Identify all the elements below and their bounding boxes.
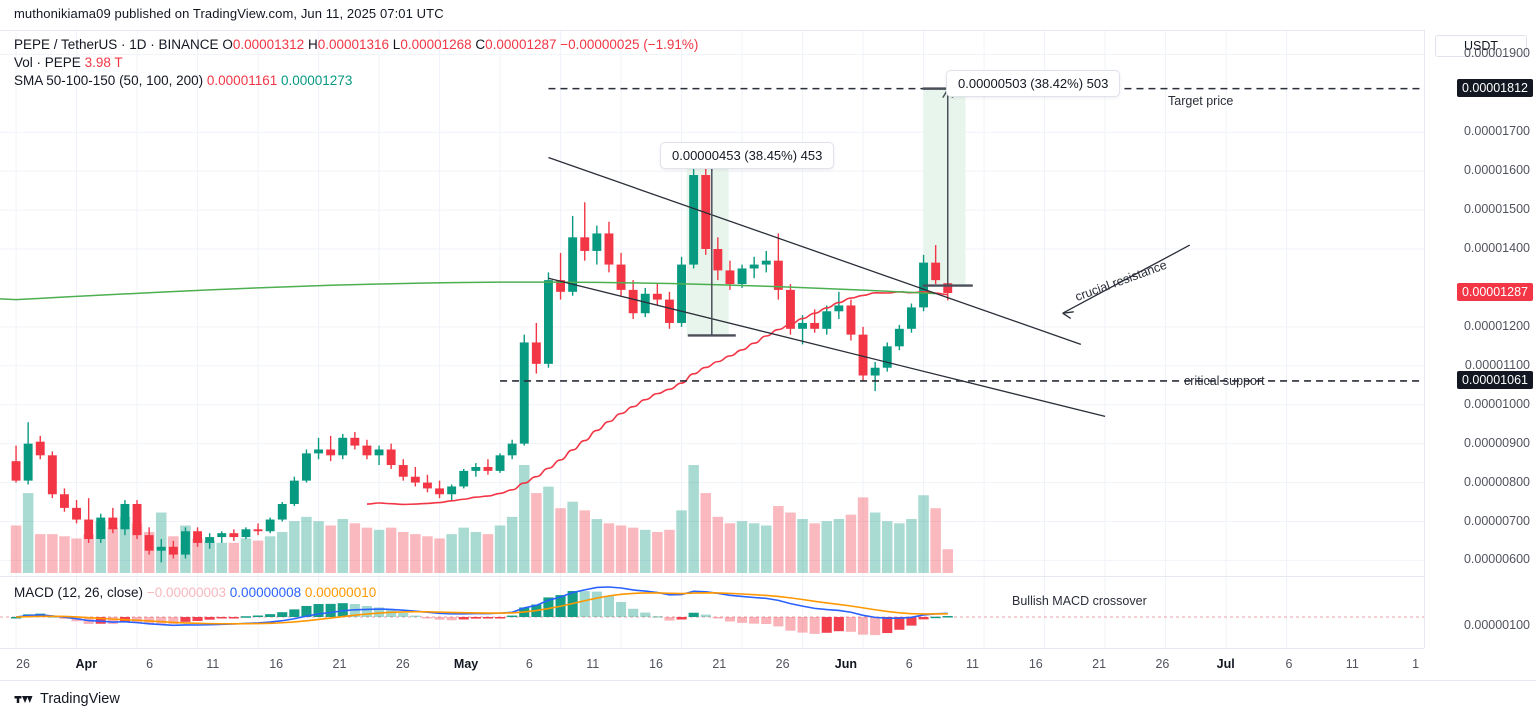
time-axis-label: 16 [269, 657, 284, 671]
price-axis-tick: 0.00001600 [1463, 163, 1530, 178]
time-axis-label: 16 [649, 657, 663, 671]
price-axis-tick: 0.00001500 [1463, 202, 1530, 217]
price-axis-tick: 0.00001200 [1463, 318, 1530, 333]
time-axis-label: 11 [966, 657, 979, 671]
time-axis-label: 1 [1412, 657, 1420, 671]
price-axis-tick: 0.00001700 [1463, 124, 1530, 139]
time-axis-label: 6 [525, 657, 533, 671]
price-pane[interactable] [0, 31, 1424, 576]
time-axis-label: Jul [1216, 657, 1235, 671]
time-axis-label: 21 [1092, 657, 1107, 671]
time-axis-label: Jun [834, 657, 858, 671]
chart-canvas[interactable] [0, 30, 1424, 648]
time-axis-label: 26 [775, 657, 790, 671]
price-tag-last: 0.00001287 [1456, 282, 1533, 301]
time-axis-label: 26 [395, 657, 410, 671]
time-axis-label: 6 [146, 657, 154, 671]
time-axis-label: 16 [1028, 657, 1043, 671]
time-axis-label: Apr [75, 657, 98, 671]
measure-label-1: 0.00000453 (38.45%) 453 [660, 142, 835, 169]
price-series [0, 87, 1424, 573]
price-tag-target: 0.00001812 [1456, 78, 1533, 97]
macd-pane[interactable] [0, 576, 1424, 648]
price-axis-tick: 0.00000700 [1463, 513, 1530, 528]
price-axis-tick: 0.00000100 [1463, 618, 1530, 632]
time-axis-label: 11 [1345, 657, 1359, 671]
time-axis-label: 11 [586, 657, 600, 671]
price-axis[interactable]: USDT 0.00001900 0.00001700 0.00001600 0.000… [1424, 30, 1536, 648]
tradingview-logo[interactable]: TradingView [14, 691, 120, 707]
annotation-critical-support: critical support [1184, 374, 1265, 388]
footer: TradingView [0, 680, 1536, 717]
price-axis-tick: 0.00001900 [1463, 46, 1530, 61]
annotation-target-price: Target price [1168, 94, 1234, 108]
price-axis-tick: 0.00001000 [1463, 396, 1530, 411]
time-axis-label: 21 [332, 657, 347, 671]
price-axis-unit[interactable]: USDT [1435, 35, 1527, 57]
time-axis-label: 26 [1155, 657, 1170, 671]
price-axis-tick: 0.00000900 [1463, 435, 1530, 450]
time-axis-label: 6 [1285, 657, 1293, 671]
time-axis-label: 6 [905, 657, 913, 671]
price-gridlines [0, 31, 1424, 576]
publisher-line: muthonikiama09 published on TradingView.… [14, 6, 444, 21]
price-axis-tick: 0.00001100 [1464, 357, 1530, 372]
annotation-bullish-macd: Bullish MACD crossover [1012, 594, 1147, 608]
tradingview-logo-text: TradingView [40, 691, 120, 707]
time-axis[interactable]: 26 Apr 6 11 16 21 26 May 6 11 16 21 26 Jun 6 11 16 21 26 Ju… [0, 648, 1424, 680]
macd-series [0, 586, 1424, 636]
price-axis-tick: 0.00000800 [1463, 474, 1530, 489]
price-tag-support: 0.00001061 [1456, 370, 1533, 389]
measure-label-2: 0.00000503 (38.42%) 503 [946, 70, 1121, 97]
price-axis-tick: 0.00001400 [1463, 241, 1530, 255]
time-axis-label: 11 [206, 657, 220, 671]
time-axis-label: May [453, 657, 479, 671]
price-axis-tick: 0.00000600 [1463, 552, 1530, 567]
tradingview-logo-icon [14, 696, 33, 703]
time-axis-label: 21 [712, 657, 727, 671]
time-axis-label: 26 [16, 657, 30, 671]
